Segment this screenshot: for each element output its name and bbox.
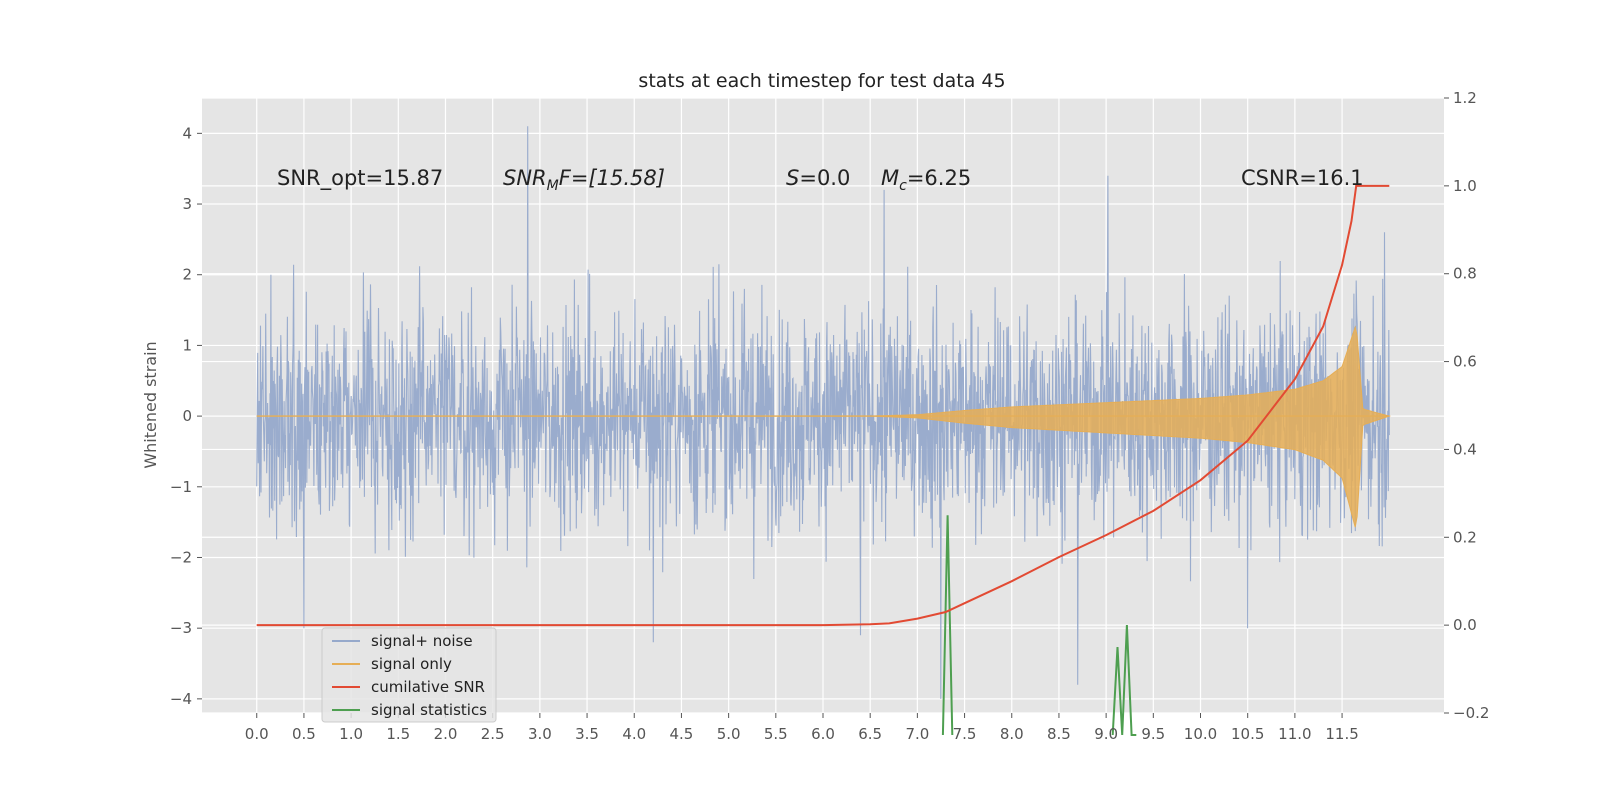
snr-mf-value: F=[15.58] <box>559 166 665 190</box>
x-tick-label: 5.0 <box>717 725 741 743</box>
x-tick-label: 0.0 <box>245 725 269 743</box>
x-tick-label: 6.0 <box>811 725 835 743</box>
x-tick-label: 3.0 <box>528 725 552 743</box>
x-tick-label: 9.0 <box>1094 725 1118 743</box>
x-tick-label: 9.5 <box>1141 725 1165 743</box>
s-value: =0.0 <box>799 166 850 190</box>
s-symbol: S <box>786 166 799 190</box>
series-signal-only <box>256 325 1392 528</box>
x-tick-label: 0.5 <box>292 725 316 743</box>
y2-tick-label: 1.0 <box>1453 177 1477 195</box>
x-tick-label: 4.0 <box>622 725 646 743</box>
legend-label-cumulative-snr: cumilative SNR <box>371 678 485 696</box>
y-tick-label: 1 <box>182 336 192 354</box>
x-tick-label: 3.5 <box>575 725 599 743</box>
x-tick-label: 8.5 <box>1047 725 1071 743</box>
x-tick-label: 4.5 <box>670 725 694 743</box>
x-axis-ticks: 0.0 0.5 1.0 1.5 2.0 2.5 3.0 3.5 4.0 4.5 5.0 5.5 6.0 6… <box>245 713 1359 743</box>
y2-tick-label: 0.6 <box>1453 353 1477 371</box>
x-tick-label: 2.0 <box>434 725 458 743</box>
legend-label-signal-statistics: signal statistics <box>371 701 487 719</box>
mc-subscript: c <box>899 178 907 194</box>
snr-mf-symbol: SNR <box>503 166 547 190</box>
y-tick-label: 3 <box>182 195 192 213</box>
legend: signal+ noise signal only cumilative SNR… <box>321 627 497 723</box>
y2-tick-label: 0.8 <box>1453 265 1477 283</box>
annotations: SNR_opt=15.87 SNRMF=[15.58] S=0.0 Mc=6.2… <box>277 166 1364 194</box>
y2-tick-label: 1.2 <box>1453 89 1477 107</box>
legend-label-signal-noise: signal+ noise <box>371 632 473 650</box>
y-tick-label: 2 <box>182 266 192 284</box>
x-tick-label: 10.5 <box>1231 725 1264 743</box>
y-tick-label: −2 <box>170 548 192 566</box>
y-axis-label: Whitened strain <box>141 341 160 468</box>
x-tick-label: 1.5 <box>386 725 410 743</box>
x-tick-label: 10.0 <box>1184 725 1217 743</box>
y2-tick-label: 0.0 <box>1453 616 1477 634</box>
signal-statistics-line <box>941 515 954 736</box>
x-tick-label: 8.0 <box>1000 725 1024 743</box>
x-tick-label: 6.5 <box>858 725 882 743</box>
y-tick-label: 4 <box>182 124 192 142</box>
annotation-snr-opt: SNR_opt=15.87 <box>277 166 443 191</box>
y2-tick-label: 0.4 <box>1453 440 1477 458</box>
x-tick-label: 1.0 <box>339 725 363 743</box>
legend-label-signal-only: signal only <box>371 655 452 673</box>
annotation-snr-mf: SNRMF=[15.58] <box>503 166 665 194</box>
x-tick-label: 7.0 <box>905 725 929 743</box>
annotation-mc: Mc=6.25 <box>881 166 971 194</box>
legend-box <box>321 627 497 723</box>
cumulative-snr-line <box>256 184 1390 627</box>
chart-title: stats at each timestep for test data 45 <box>638 70 1005 92</box>
y-tick-label: −3 <box>170 619 192 637</box>
x-tick-label: 7.5 <box>953 725 977 743</box>
y-tick-label: −4 <box>170 690 192 708</box>
y2-tick-label: 0.2 <box>1453 528 1477 546</box>
mc-symbol: M <box>881 166 899 190</box>
signal-statistics-line <box>1111 625 1137 736</box>
annotation-csnr: CSNR=16.1 <box>1241 166 1364 190</box>
y2-axis-ticks: 1.2 1.0 0.8 0.6 0.4 0.2 0.0 −0.2 <box>1444 89 1489 722</box>
x-tick-label: 11.5 <box>1325 725 1358 743</box>
x-tick-label: 11.0 <box>1278 725 1311 743</box>
snr-mf-subscript: M <box>547 178 559 194</box>
annotation-s: S=0.0 <box>786 166 850 190</box>
y-tick-label: 0 <box>182 407 192 425</box>
y-tick-label: −1 <box>170 478 192 496</box>
y-axis-ticks: 4 3 2 1 0 −1 −2 −3 −4 <box>170 124 202 708</box>
mc-value: =6.25 <box>907 166 971 190</box>
series-signal-statistics <box>941 515 1137 736</box>
series-cumulative-snr <box>256 184 1390 627</box>
y2-tick-label: −0.2 <box>1453 704 1489 722</box>
x-tick-label: 2.5 <box>481 725 505 743</box>
x-tick-label: 5.5 <box>764 725 788 743</box>
